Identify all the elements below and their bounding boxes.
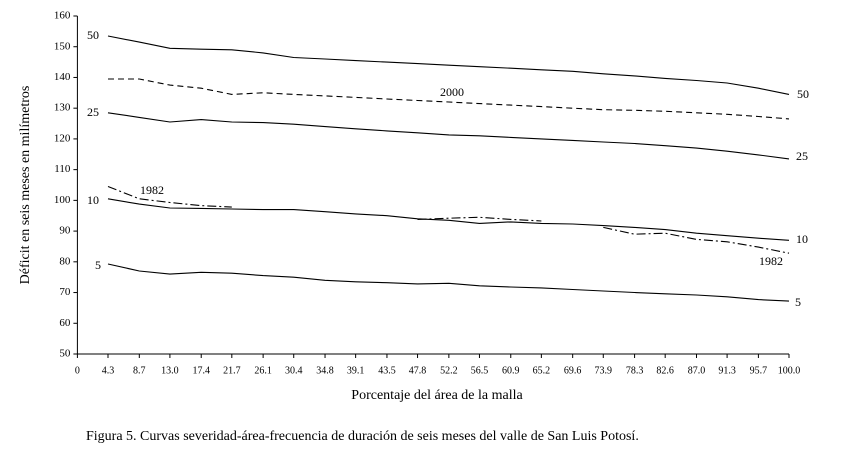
x-tick-label: 39.1	[347, 365, 365, 376]
series-label: 1982	[759, 254, 783, 268]
x-tick-label: 73.9	[595, 365, 613, 376]
y-tick-label: 140	[54, 71, 71, 83]
caption: Figura 5. Curvas severidad-área-frecuenc…	[86, 429, 639, 444]
x-tick-label: 17.4	[192, 365, 210, 376]
x-tick-label: 4.3	[102, 365, 115, 376]
x-tick-label: 91.3	[718, 365, 736, 376]
series-label: 5	[795, 295, 801, 309]
y-tick-label: 50	[59, 348, 71, 360]
y-axis-label: Déficit en seis meses en milímetros	[18, 86, 33, 285]
x-tick-label: 52.2	[440, 365, 458, 376]
x-tick-label: 43.5	[378, 365, 396, 376]
y-tick-label: 60	[59, 317, 71, 329]
series-label: 25	[87, 105, 99, 119]
series-label: 1982	[140, 183, 164, 197]
series-label: 50	[87, 28, 99, 42]
series-label: 5	[95, 258, 101, 272]
series-label: 10	[87, 193, 99, 207]
x-tick-label: 26.1	[254, 365, 272, 376]
y-tick-label: 100	[54, 194, 71, 206]
series-line	[107, 112, 790, 160]
x-tick-label: 13.0	[161, 365, 179, 376]
x-tick-label: 56.5	[471, 365, 489, 376]
y-tick-label: 130	[54, 102, 71, 114]
y-tick-label: 150	[54, 40, 71, 52]
x-tick-label: 82.6	[656, 365, 674, 376]
x-axis-label: Porcentaje del área de la malla	[351, 388, 523, 403]
series-line	[107, 263, 790, 302]
x-tick-label: 0	[75, 365, 80, 376]
series-line	[108, 78, 790, 120]
x-tick-label: 47.8	[409, 365, 427, 376]
x-tick-label: 100.0	[778, 365, 801, 376]
y-tick-label: 80	[59, 255, 71, 267]
x-tick-label: 21.7	[223, 365, 241, 376]
series-label: 50	[797, 87, 809, 101]
x-tick-label: 30.4	[285, 365, 303, 376]
series-line	[107, 198, 790, 241]
series-label: 25	[796, 149, 808, 163]
y-tick-label: 160	[54, 10, 71, 22]
y-tick-label: 120	[54, 132, 71, 144]
y-tick-label: 110	[54, 163, 71, 175]
series-label: 2000	[440, 85, 464, 99]
x-tick-label: 78.3	[626, 365, 644, 376]
x-tick-label: 8.7	[133, 365, 146, 376]
x-tick-label: 65.2	[533, 365, 551, 376]
x-tick-label: 34.8	[316, 365, 334, 376]
x-tick-label: 69.6	[564, 365, 582, 376]
series-line	[107, 35, 790, 95]
series-label: 10	[796, 232, 808, 246]
x-tick-label: 87.0	[688, 365, 706, 376]
x-tick-label: 60.9	[502, 365, 520, 376]
series-line	[107, 185, 790, 254]
x-tick-label: 95.7	[750, 365, 768, 376]
y-tick-label: 70	[59, 286, 71, 298]
y-tick-label: 90	[59, 225, 71, 237]
